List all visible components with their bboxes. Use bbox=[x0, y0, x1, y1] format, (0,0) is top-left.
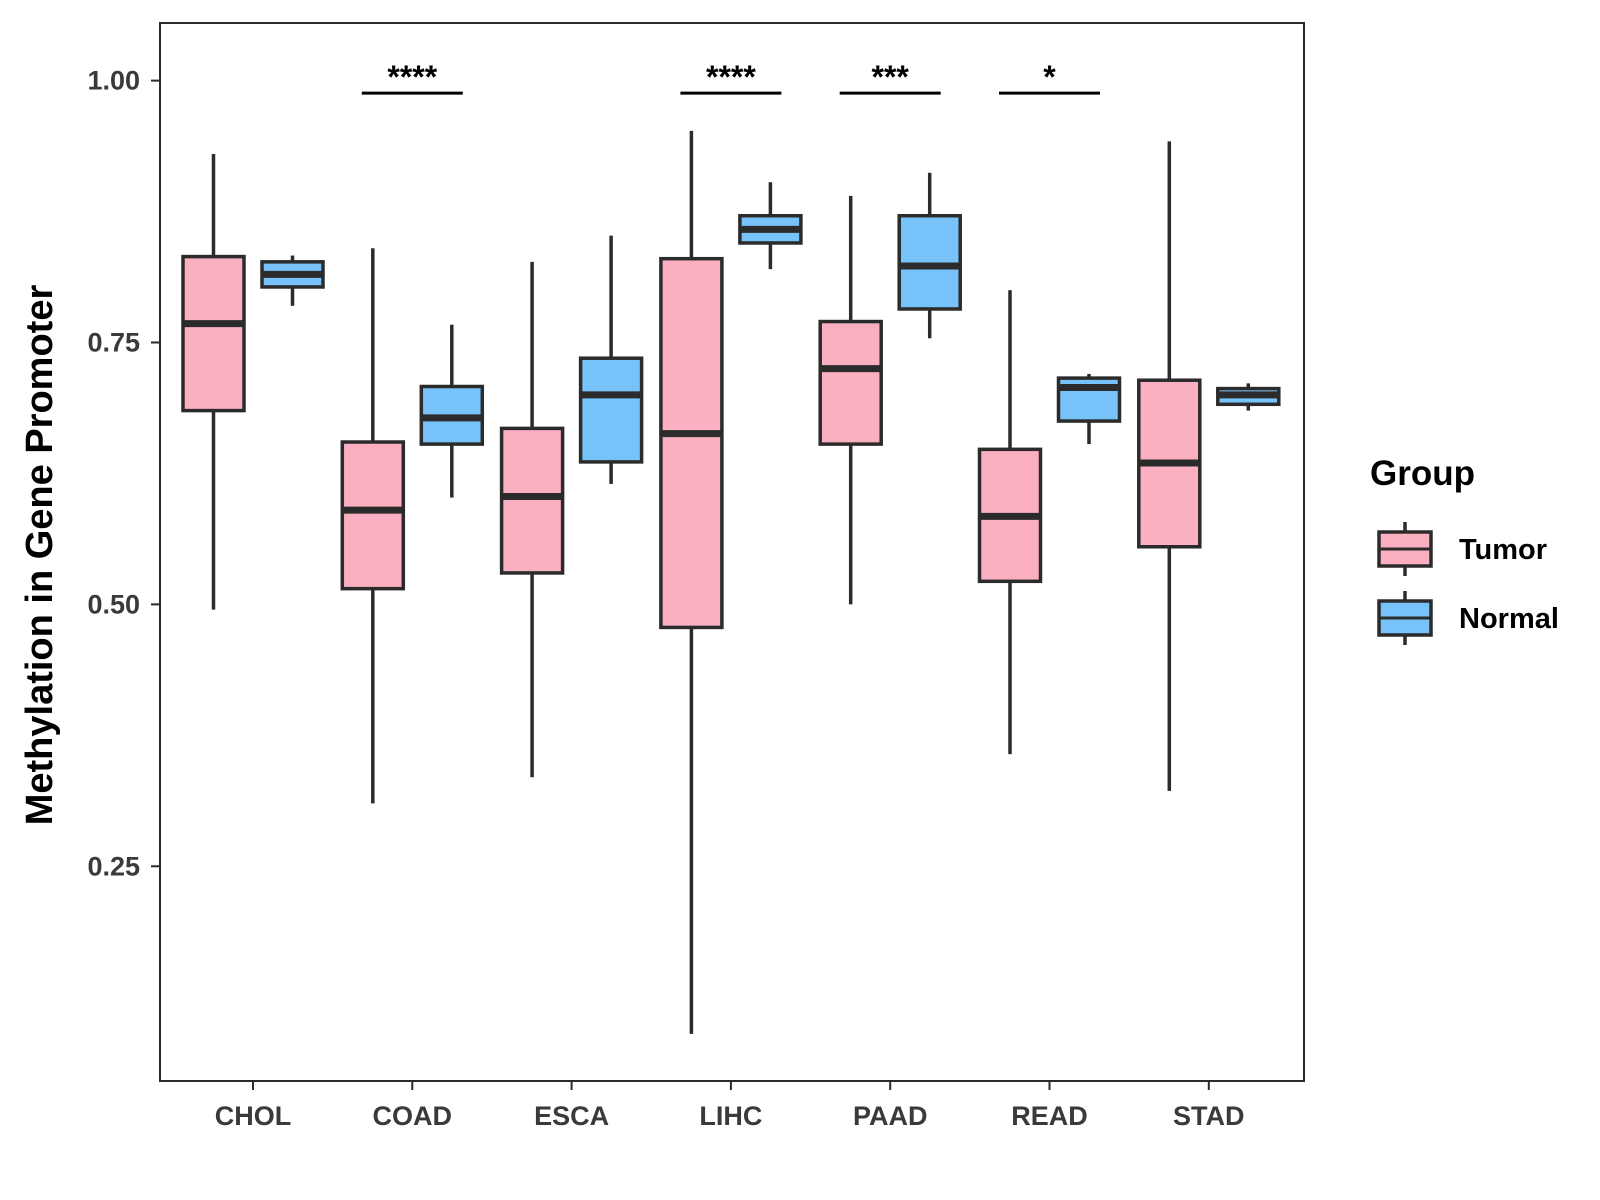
y-tick-label: 1.00 bbox=[87, 66, 140, 96]
legend-title: Group bbox=[1370, 454, 1475, 493]
box-body bbox=[181, 254, 246, 413]
box-tumor-esca bbox=[499, 261, 565, 778]
x-tick-label: READ bbox=[1011, 1101, 1088, 1131]
box-tumor-lihc bbox=[659, 130, 724, 1034]
axes: 0.25 0.50 0.75 1.00 CHOL COAD ESCA LIHC PAAD READ… bbox=[87, 22, 1305, 1131]
box-normal-read bbox=[1056, 373, 1122, 445]
significance-label: **** bbox=[706, 59, 756, 95]
y-tick-label: 0.75 bbox=[87, 327, 140, 357]
y-tick-label: 0.25 bbox=[87, 851, 140, 881]
box-body bbox=[818, 319, 883, 446]
x-tick-label: STAD bbox=[1173, 1101, 1245, 1131]
plot-panel-border bbox=[159, 22, 1305, 1082]
box-body bbox=[499, 426, 565, 575]
box-normal-chol bbox=[260, 255, 325, 306]
box-body bbox=[897, 213, 962, 311]
x-tick-label: ESCA bbox=[534, 1101, 609, 1131]
significance-label: **** bbox=[387, 59, 437, 95]
x-tick-label: CHOL bbox=[215, 1101, 292, 1131]
legend-item-tumor: Tumor bbox=[1377, 522, 1547, 576]
legend-label: Tumor bbox=[1459, 534, 1547, 566]
plot-area: **** **** *** * bbox=[181, 59, 1281, 1034]
legend-item-normal: Normal bbox=[1377, 591, 1559, 645]
legend: Group Tumor Normal bbox=[1370, 454, 1559, 645]
box-tumor-chol bbox=[181, 153, 246, 610]
box-normal-lihc bbox=[738, 182, 803, 270]
box-body bbox=[578, 356, 644, 464]
x-tick-label: LIHC bbox=[699, 1101, 762, 1131]
box-normal-stad bbox=[1216, 383, 1281, 411]
significance-label: *** bbox=[872, 59, 910, 95]
box-body bbox=[340, 440, 406, 591]
x-tick-label: COAD bbox=[373, 1101, 453, 1131]
legend-label: Normal bbox=[1459, 603, 1559, 635]
box-normal-paad bbox=[897, 172, 962, 339]
y-tick-label: 0.50 bbox=[87, 589, 140, 619]
y-axis-title: Methylation in Gene Promoter bbox=[19, 285, 61, 826]
box-normal-esca bbox=[578, 235, 644, 484]
significance-label: * bbox=[1043, 59, 1056, 95]
x-tick-label: PAAD bbox=[853, 1101, 928, 1131]
box-tumor-read bbox=[977, 290, 1043, 755]
box-tumor-coad bbox=[340, 248, 406, 804]
box-tumor-paad bbox=[818, 195, 883, 605]
box-tumor-stad bbox=[1137, 141, 1202, 791]
box-body bbox=[659, 256, 724, 630]
box-normal-coad bbox=[419, 324, 485, 498]
